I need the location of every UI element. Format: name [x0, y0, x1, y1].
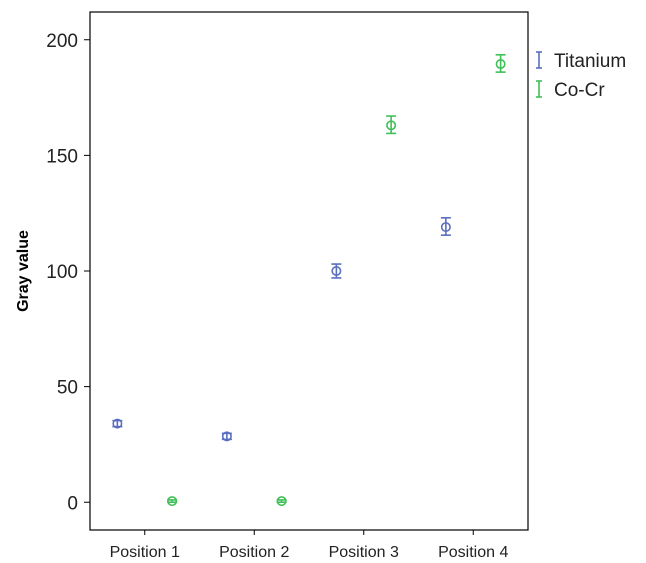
error-bar	[386, 115, 397, 135]
y-axis-ticks: 0 50 100 150 200	[46, 31, 90, 514]
mean-point	[221, 431, 232, 442]
y-tick-label: 50	[57, 378, 78, 399]
legend-item-co-cr: Co-Cr	[536, 80, 605, 101]
series-co-cr	[167, 53, 506, 507]
mean-point	[331, 265, 342, 276]
y-tick-label: 200	[46, 31, 78, 52]
legend-label: Co-Cr	[554, 80, 605, 101]
x-tick-label: Position 1	[110, 544, 180, 561]
mean-point	[386, 120, 397, 131]
y-tick-label: 150	[46, 146, 78, 167]
mean-point	[167, 496, 178, 507]
series-titanium	[112, 217, 451, 442]
data-marks	[112, 53, 506, 507]
mean-point	[112, 418, 123, 429]
y-tick-label: 0	[67, 493, 78, 514]
legend: Titanium Co-Cr	[536, 51, 626, 101]
x-tick-label: Position 3	[329, 544, 399, 561]
y-tick-label: 100	[46, 262, 78, 283]
legend-label: Titanium	[554, 51, 626, 72]
mean-point	[276, 496, 287, 507]
mean-point	[440, 222, 451, 233]
y-axis-title: Gray value	[15, 230, 32, 312]
x-axis-ticks: Position 1 Position 2 Position 3 Position 4	[110, 530, 508, 561]
error-bar	[495, 53, 506, 73]
plot-frame	[89, 11, 529, 531]
error-bar	[440, 217, 451, 236]
legend-item-titanium: Titanium	[536, 51, 626, 72]
mean-point	[495, 59, 506, 70]
x-tick-label: Position 4	[438, 544, 508, 561]
x-tick-label: Position 2	[219, 544, 289, 561]
